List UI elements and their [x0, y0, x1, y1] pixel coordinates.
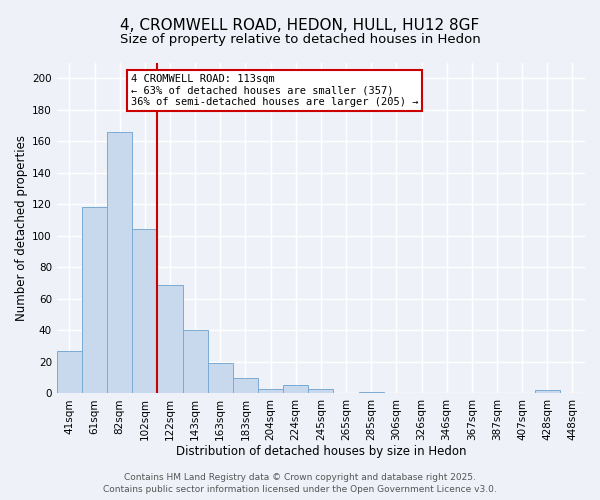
Text: Size of property relative to detached houses in Hedon: Size of property relative to detached ho…: [119, 32, 481, 46]
Bar: [359, 392, 384, 394]
X-axis label: Distribution of detached houses by size in Hedon: Distribution of detached houses by size …: [176, 444, 466, 458]
Y-axis label: Number of detached properties: Number of detached properties: [15, 135, 28, 321]
Bar: [258, 388, 283, 394]
Bar: [283, 386, 308, 394]
Bar: [535, 390, 560, 394]
Text: 4 CROMWELL ROAD: 113sqm
← 63% of detached houses are smaller (357)
36% of semi-d: 4 CROMWELL ROAD: 113sqm ← 63% of detache…: [131, 74, 418, 108]
Bar: [233, 378, 258, 394]
Bar: [208, 364, 233, 394]
Bar: [132, 230, 157, 394]
Bar: [182, 330, 208, 394]
Text: Contains HM Land Registry data © Crown copyright and database right 2025.
Contai: Contains HM Land Registry data © Crown c…: [103, 472, 497, 494]
Bar: [57, 351, 82, 394]
Bar: [308, 388, 334, 394]
Bar: [107, 132, 132, 394]
Bar: [82, 208, 107, 394]
Text: 4, CROMWELL ROAD, HEDON, HULL, HU12 8GF: 4, CROMWELL ROAD, HEDON, HULL, HU12 8GF: [121, 18, 479, 32]
Bar: [157, 284, 182, 394]
